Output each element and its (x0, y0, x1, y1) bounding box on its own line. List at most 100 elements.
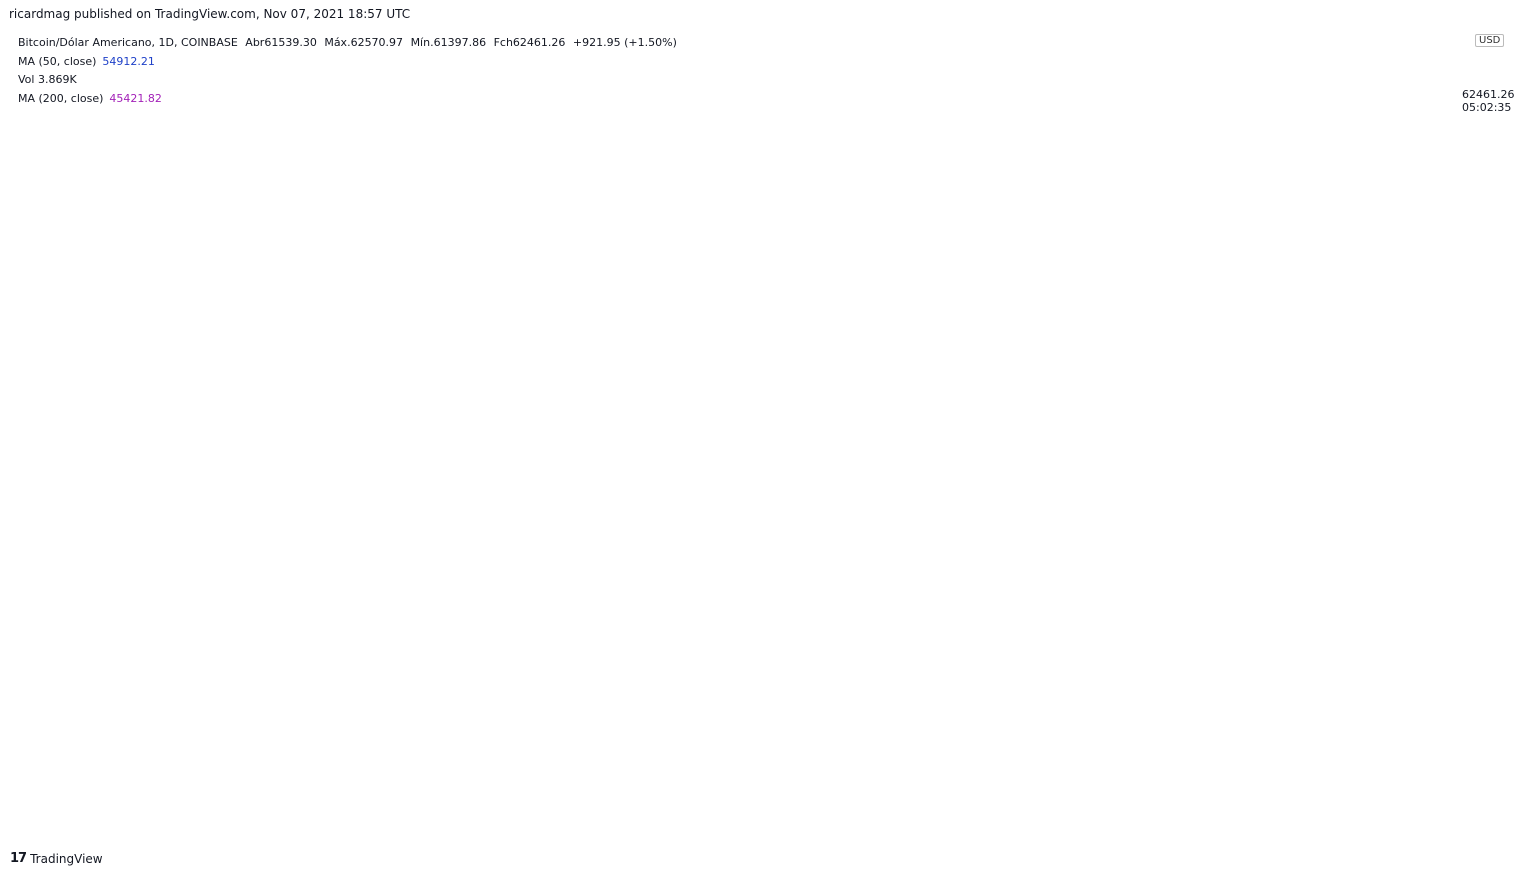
candle (851, 277, 857, 327)
volume-bar (463, 754, 467, 812)
volume-bar (1246, 794, 1250, 812)
volume-bar (426, 757, 430, 812)
candle (806, 272, 811, 354)
candle (68, 328, 73, 402)
volume-bar (1356, 762, 1360, 812)
volume-bar (266, 779, 270, 812)
volume-bar (893, 756, 897, 812)
volume-bar (765, 740, 769, 812)
last-price-tag: 62461.26 05:02:35 (1462, 88, 1515, 114)
candle (132, 276, 137, 352)
volume-bar (1127, 762, 1131, 812)
volume-bar (380, 765, 384, 812)
time-tick-label: Jun (671, 824, 688, 835)
time-tick-label: Jul (810, 824, 823, 835)
volume-bar (747, 741, 751, 812)
volume-bar (806, 763, 810, 812)
candle (705, 158, 710, 304)
volume-bar (64, 712, 68, 812)
volume-bar (1237, 746, 1241, 812)
volume-bar (73, 684, 77, 812)
volume-bar (669, 746, 673, 812)
candle (737, 144, 742, 205)
ma200-row[interactable]: MA (200, close) 45421.82 (18, 90, 677, 109)
candle (1213, 48, 1219, 86)
ma200-line[interactable] (257, 0, 1409, 784)
price-tick-label: 28850.00 (1466, 560, 1514, 571)
candle (902, 428, 907, 469)
volume-bar (41, 699, 45, 812)
candle (73, 246, 78, 393)
volume-bar (1209, 749, 1214, 812)
volume-bar (609, 682, 613, 812)
currency-selector[interactable]: USD (1475, 34, 1505, 47)
ohlc-row: Bitcoin/Dólar Americano, 1D, COINBASE Ab… (18, 34, 677, 53)
volume-bar (59, 788, 64, 812)
volume-bar (256, 777, 261, 812)
volume-bar (458, 755, 462, 812)
volume-bar (591, 772, 595, 812)
volume-bar (1402, 782, 1406, 812)
volume-bar (357, 773, 361, 812)
volume-bar (921, 766, 925, 812)
candle (160, 99, 165, 193)
volume-bar (1219, 771, 1223, 812)
volume-bar (1054, 775, 1058, 812)
candle (774, 269, 779, 382)
volume-bar (453, 731, 458, 812)
price-tick-label: 38000.00 (1466, 199, 1514, 210)
volume-bar (774, 708, 778, 812)
volume-bar (550, 779, 554, 812)
volume-bar (614, 772, 618, 812)
volume-bar (898, 768, 902, 812)
support-zone-2[interactable] (10, 452, 1180, 562)
volume-bar (870, 768, 875, 812)
volume-bar (1173, 783, 1177, 812)
volume-bar (316, 760, 320, 812)
candle (893, 394, 898, 453)
trendline[interactable] (835, 0, 1468, 637)
volume-bar (1099, 695, 1104, 812)
volume-bar (362, 759, 366, 812)
candle (682, 263, 687, 304)
footer-brand[interactable]: TradingView (30, 851, 103, 866)
volume-bar (902, 757, 907, 812)
candle (146, 206, 151, 290)
volume-bar (756, 743, 760, 812)
volume-bar (820, 773, 824, 812)
time-tick-label: Nov (1371, 824, 1391, 835)
candle (787, 335, 793, 366)
volume-bar (1260, 748, 1264, 812)
ma50-line[interactable] (33, 0, 1409, 822)
ma50-row[interactable]: MA (50, close) 54912.21 (18, 53, 677, 72)
candle (40, 202, 46, 327)
candle (668, 277, 674, 354)
candle (925, 307, 930, 405)
time-tick-label: Ago (950, 824, 969, 835)
volume-row[interactable]: Vol 3.869K (18, 71, 677, 90)
volume-bar (165, 740, 169, 812)
volume-bar (1310, 748, 1314, 812)
candle (824, 251, 829, 345)
symbol-label[interactable]: Bitcoin/Dólar Americano, 1D, COINBASE (18, 36, 238, 49)
price-axis[interactable] (1457, 28, 1530, 818)
candle (792, 255, 797, 358)
volume-bar (247, 789, 251, 812)
tradingview-logo-icon[interactable]: 17 (10, 851, 27, 866)
volume-bar (78, 783, 82, 812)
volume-bar (431, 756, 435, 812)
time-tick-label: Fev (122, 824, 139, 835)
volume-bar (1383, 755, 1388, 812)
volume-bar (1145, 773, 1149, 812)
volume-bar (490, 729, 494, 812)
volume-bar (1022, 754, 1026, 812)
volume-bar (600, 783, 604, 812)
volume-bar (1232, 790, 1236, 812)
volume-bar (1374, 761, 1379, 812)
candle (592, 0, 594, 14)
candle (105, 409, 110, 498)
volume-bar (650, 756, 655, 812)
volume-bar (573, 792, 577, 812)
volume-bar (1136, 746, 1140, 812)
